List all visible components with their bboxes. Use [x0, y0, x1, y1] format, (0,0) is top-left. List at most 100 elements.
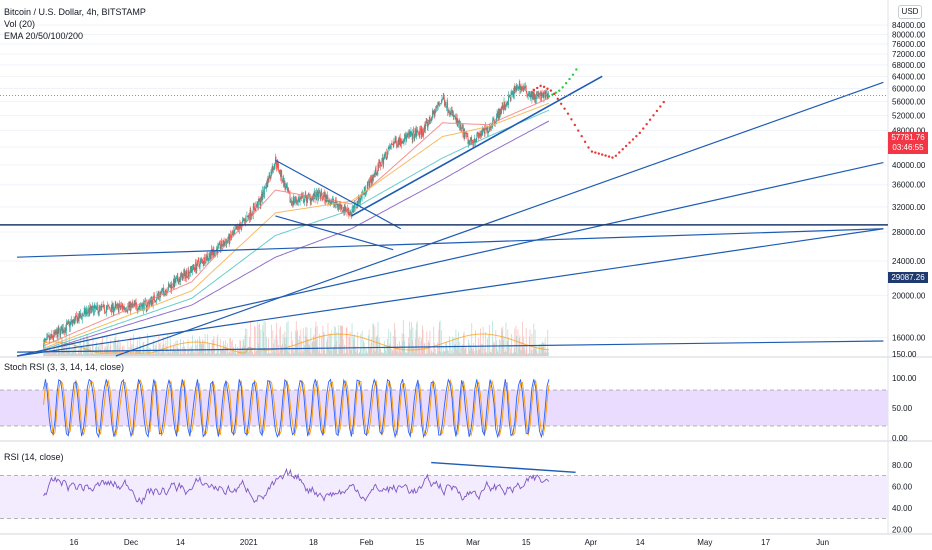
- candle-body: [204, 257, 205, 264]
- candle-body: [306, 200, 308, 202]
- candle-body: [399, 137, 400, 145]
- volume-bar: [129, 353, 131, 356]
- volume-bar: [288, 345, 290, 356]
- candle-body: [454, 115, 456, 117]
- candle-body: [481, 133, 483, 136]
- candle-body: [224, 242, 226, 246]
- currency-button[interactable]: USD: [898, 5, 922, 19]
- candle-body: [169, 285, 171, 288]
- volume-bar: [394, 322, 395, 356]
- volume-bar: [371, 337, 373, 356]
- volume-bar: [309, 351, 311, 356]
- candle-body: [547, 93, 549, 97]
- candle-body: [273, 167, 275, 169]
- candle-body: [431, 117, 433, 121]
- volume-bar: [188, 353, 190, 356]
- candle-body: [484, 129, 486, 134]
- candle-body: [435, 107, 437, 111]
- candle-body: [317, 192, 319, 201]
- candle-body: [538, 94, 540, 97]
- volume-bar: [323, 331, 324, 356]
- volume-bar: [249, 336, 250, 356]
- candle-body: [519, 83, 521, 90]
- volume-bar: [262, 331, 264, 356]
- candle-body: [373, 174, 374, 178]
- price-tick-label: 32000.00: [892, 203, 926, 212]
- volume-bar: [426, 331, 428, 356]
- candle-body: [432, 110, 433, 118]
- volume-bar: [332, 348, 334, 356]
- volume-bar: [270, 353, 272, 356]
- candle-body: [296, 201, 298, 202]
- candle-body: [545, 92, 547, 98]
- candle-body: [135, 302, 136, 305]
- volume-bar: [184, 348, 186, 356]
- volume-bar: [252, 353, 254, 356]
- projection-dot: [556, 97, 559, 101]
- candle-body: [500, 109, 502, 114]
- projection-bearish-path: [532, 84, 665, 159]
- volume-indicator-label[interactable]: Vol (20): [4, 19, 36, 29]
- candle-body: [322, 197, 324, 199]
- candle-body: [435, 110, 437, 112]
- candle-body: [447, 101, 449, 112]
- volume-bar: [511, 353, 513, 356]
- symbol-title[interactable]: Bitcoin / U.S. Dollar, 4h, BITSTAMP: [4, 7, 146, 17]
- candle-body: [516, 84, 518, 91]
- volume-bar: [394, 329, 396, 356]
- volume-bar: [360, 333, 362, 356]
- volume-bar: [525, 327, 527, 356]
- candle-body: [376, 171, 378, 175]
- volume-bar: [76, 353, 78, 356]
- candle-body: [318, 191, 320, 193]
- volume-bar: [218, 348, 219, 356]
- candle-body: [242, 220, 243, 223]
- volume-bar: [506, 340, 508, 356]
- candle-body: [235, 228, 236, 230]
- volume-bar: [335, 327, 336, 356]
- candle-body: [81, 316, 82, 319]
- volume-bar: [524, 349, 526, 356]
- candle-body: [157, 295, 159, 296]
- candle-body: [532, 91, 533, 100]
- volume-bar: [348, 336, 350, 356]
- candle-body: [247, 215, 249, 217]
- volume-bar: [45, 349, 47, 356]
- candle-body: [406, 134, 408, 136]
- volume-bar: [55, 350, 57, 356]
- candle-body: [217, 245, 219, 254]
- volume-bar: [144, 348, 146, 356]
- candle-body: [527, 93, 528, 96]
- candle-body: [325, 194, 327, 203]
- candle-body: [64, 327, 66, 333]
- candle-body: [313, 193, 315, 200]
- candle-body: [259, 199, 260, 202]
- volume-bar: [289, 353, 291, 356]
- candle-body: [525, 85, 527, 92]
- volume-bar: [73, 352, 75, 356]
- volume-bar: [337, 353, 339, 356]
- volume-bar: [91, 352, 93, 356]
- candle-body: [378, 163, 380, 168]
- candle-body: [174, 278, 176, 283]
- volume-bar: [386, 345, 388, 356]
- volume-bar: [190, 346, 192, 356]
- volume-bar: [541, 346, 543, 356]
- candle-body: [424, 126, 426, 130]
- candle-body: [537, 95, 539, 97]
- candle-body: [222, 245, 224, 247]
- stoch-rsi-label[interactable]: Stoch RSI (3, 3, 14, 14, close): [4, 362, 125, 372]
- projection-dot: [575, 68, 578, 71]
- candle-body: [66, 323, 68, 324]
- candle-body: [432, 110, 434, 115]
- volume-bar: [145, 353, 147, 356]
- candle-body: [456, 118, 458, 124]
- candle-body: [107, 305, 108, 307]
- volume-bar: [245, 328, 247, 356]
- candle-body: [503, 109, 504, 110]
- candle-body: [88, 308, 89, 313]
- candle-body: [541, 91, 543, 97]
- ema-indicator-label[interactable]: EMA 20/50/100/200: [4, 31, 84, 41]
- rsi-label[interactable]: RSI (14, close): [4, 452, 64, 462]
